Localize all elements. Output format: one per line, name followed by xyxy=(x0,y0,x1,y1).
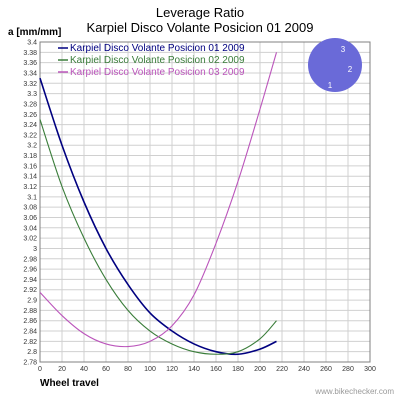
x-tick-label: 260 xyxy=(320,366,332,373)
legend-label-3: Karpiel Disco Volante Posicion 03 2009 xyxy=(70,67,245,78)
x-tick-label: 20 xyxy=(58,366,66,373)
y-tick-label: 3.34 xyxy=(23,70,37,77)
y-tick-label: 3.1 xyxy=(27,194,37,201)
y-tick-label: 3.3 xyxy=(27,91,37,98)
series-line-3 xyxy=(39,52,278,348)
x-tick-label: 200 xyxy=(254,366,266,373)
y-tick-label: 2.78 xyxy=(23,360,37,367)
y-tick-label: 3.12 xyxy=(23,184,37,191)
x-tick-label: 100 xyxy=(144,366,156,373)
y-tick-label: 2.86 xyxy=(23,318,37,325)
position-label-2: 2 xyxy=(348,65,353,74)
series-line-1 xyxy=(39,77,277,356)
y-tick-label: 2.82 xyxy=(23,339,37,346)
chart-title: Leverage Ratio xyxy=(156,5,244,20)
y-tick-label: 3.08 xyxy=(23,205,37,212)
plot-area xyxy=(39,41,371,363)
y-tick-label: 3.18 xyxy=(23,153,37,160)
y-tick-label: 3.22 xyxy=(23,132,37,139)
x-tick-label: 300 xyxy=(364,366,376,373)
y-tick-label: 3.26 xyxy=(23,112,37,119)
y-tick-label: 2.96 xyxy=(23,267,37,274)
x-tick-label: 0 xyxy=(38,366,42,373)
y-tick-label: 3.16 xyxy=(23,163,37,170)
legend-label-1: Karpiel Disco Volante Posicion 01 2009 xyxy=(70,43,245,54)
x-tick-label: 220 xyxy=(276,366,288,373)
chart-subtitle: Karpiel Disco Volante Posicion 01 2009 xyxy=(87,20,314,35)
x-tick-label: 140 xyxy=(188,366,200,373)
x-tick-label: 160 xyxy=(210,366,222,373)
x-tick-label: 180 xyxy=(232,366,244,373)
y-tick-label: 3.14 xyxy=(23,174,37,181)
y-tick-label: 2.88 xyxy=(23,308,37,315)
series-lines xyxy=(39,52,278,356)
legend: Karpiel Disco Volante Posicion 01 2009 K… xyxy=(58,43,245,78)
y-tick-label: 3 xyxy=(33,246,37,253)
position-badge: 3 2 1 xyxy=(308,38,362,92)
grid xyxy=(39,41,371,363)
y-tick-label: 3.06 xyxy=(23,215,37,222)
x-tick-label: 60 xyxy=(102,366,110,373)
x-axis-label: Wheel travel xyxy=(40,378,99,389)
series-line-2 xyxy=(39,119,277,355)
y-tick-label: 2.8 xyxy=(27,349,37,356)
x-tick-label: 240 xyxy=(298,366,310,373)
y-tick-label: 3.28 xyxy=(23,101,37,108)
y-tick-label: 2.98 xyxy=(23,256,37,263)
x-tick-label: 80 xyxy=(124,366,132,373)
legend-label-2: Karpiel Disco Volante Posicion 02 2009 xyxy=(70,55,245,66)
position-label-3: 3 xyxy=(341,45,346,54)
y-tick-label: 3.2 xyxy=(27,143,37,150)
x-tick-label: 40 xyxy=(80,366,88,373)
y-tick-label: 2.94 xyxy=(23,277,37,284)
y-tick-label: 3.02 xyxy=(23,236,37,243)
y-tick-label: 3.38 xyxy=(23,50,37,57)
y-tick-label: 3.04 xyxy=(23,225,37,232)
y-tick-label: 2.9 xyxy=(27,298,37,305)
y-tick-label: 2.84 xyxy=(23,329,37,336)
y-tick-label: 3.36 xyxy=(23,60,37,67)
y-tick-label: 2.92 xyxy=(23,287,37,294)
y-tick-label: 3.24 xyxy=(23,122,37,129)
position-label-1: 1 xyxy=(328,81,333,90)
x-tick-label: 120 xyxy=(166,366,178,373)
x-tick-label: 280 xyxy=(342,366,354,373)
y-tick-label: 3.4 xyxy=(27,40,37,47)
position-badge-circle xyxy=(308,38,362,92)
watermark: www.bikechecker.com xyxy=(314,387,394,396)
y-tick-label: 3.32 xyxy=(23,81,37,88)
y-axis-label: a [mm/mm] xyxy=(8,27,61,38)
axis-ticks: 2.78 2.8 2.82 2.84 2.86 2.88 2.9 2.92 2.94 2.96 2.… xyxy=(23,40,376,374)
